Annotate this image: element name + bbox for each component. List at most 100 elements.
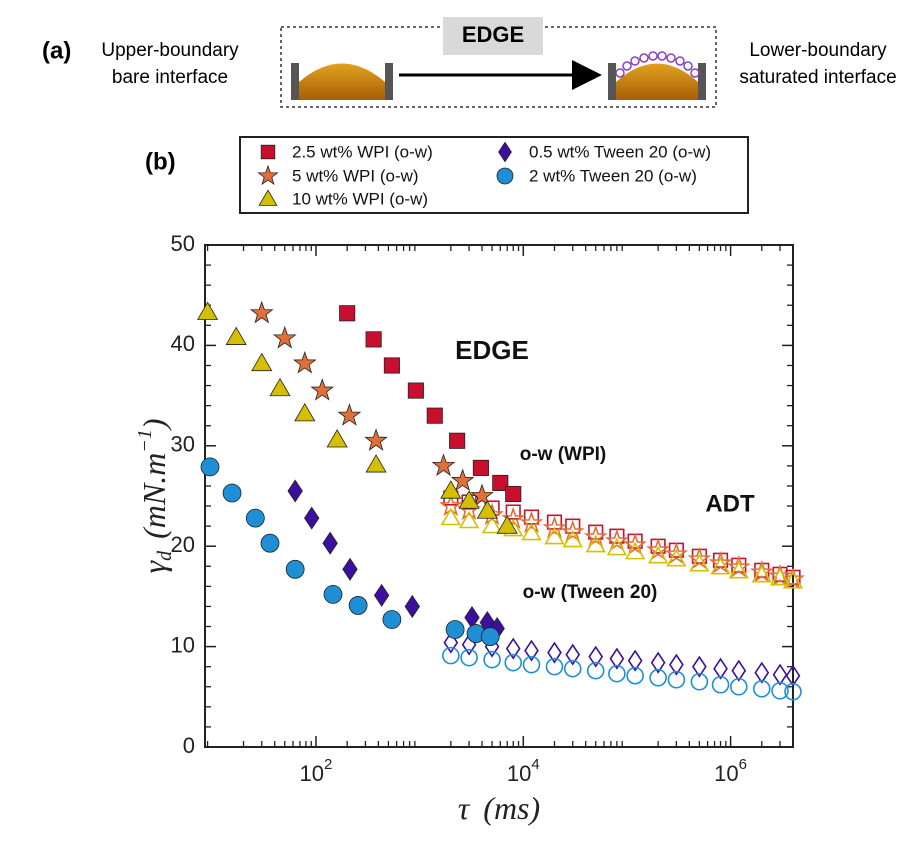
- drop: [616, 63, 698, 100]
- legend-marker: [496, 167, 514, 185]
- post: [385, 63, 393, 100]
- marker-star: [450, 468, 475, 492]
- marker-circle: [586, 661, 605, 680]
- x-tick-label: 102: [300, 756, 333, 786]
- legend-marker: [258, 189, 278, 206]
- marker-diamond: [627, 649, 643, 672]
- marker-diamond: [565, 643, 581, 666]
- marker-triangle: [196, 301, 219, 320]
- marker-triangle: [666, 548, 687, 567]
- marker-triangle: [624, 541, 646, 560]
- drop: [299, 63, 385, 100]
- marker-star: [310, 378, 335, 401]
- marker-diamond: [547, 641, 562, 664]
- right-text: Lower-boundary: [749, 40, 887, 61]
- marker-square: [339, 305, 356, 322]
- marker-circle: [245, 508, 265, 528]
- x-tick-base: 10: [714, 761, 738, 786]
- marker-circle: [522, 655, 541, 674]
- x-tick-exponent: 2: [324, 756, 332, 773]
- marker-diamond: [287, 479, 303, 503]
- marker-star: [646, 537, 670, 561]
- x-unit: (ms): [483, 790, 540, 826]
- marker-star: [768, 563, 792, 587]
- marker-diamond: [650, 651, 666, 674]
- marker-star: [519, 510, 544, 534]
- y-close: ): [136, 419, 172, 432]
- marker-star: [623, 532, 647, 556]
- marker-diamond: [609, 647, 625, 670]
- marker-star: [605, 528, 629, 552]
- x-axis-title: τ (ms): [458, 790, 540, 826]
- marker-star: [726, 554, 751, 578]
- legend-marker: [498, 141, 512, 163]
- legend-label: 2 wt% Tween 20 (o-w): [529, 166, 697, 185]
- panel-a: (a) Upper-boundary bare interface EDGE L…: [42, 17, 897, 108]
- bubbles: [615, 51, 700, 78]
- post: [608, 63, 616, 100]
- plot-frame: [204, 244, 794, 748]
- x-tick-exponent: 6: [739, 756, 747, 773]
- y-subscript: d: [154, 550, 176, 561]
- marker-star: [542, 515, 567, 539]
- marker-triangle: [269, 377, 291, 397]
- legend-label: 5 wt% WPI (o-w): [292, 166, 419, 185]
- y-tick-label: 40: [171, 331, 195, 356]
- marker-diamond: [754, 661, 770, 684]
- marker-triangle: [689, 553, 710, 572]
- marker-square: [365, 331, 382, 348]
- marker-circle: [784, 682, 802, 701]
- y-unit: (mN.m: [136, 453, 172, 539]
- marker-diamond: [443, 631, 459, 654]
- y-tick-label: 30: [171, 432, 195, 457]
- marker-circle: [222, 483, 242, 503]
- marker-square: [383, 357, 400, 374]
- y-tick-label: 10: [171, 632, 195, 657]
- y-axis-title: γd (mN.m−1): [134, 419, 176, 574]
- marker-triangle: [440, 507, 462, 526]
- marker-star: [687, 546, 712, 570]
- marker-star: [431, 453, 456, 476]
- marker-circle: [545, 657, 564, 676]
- marker-triangle: [585, 534, 606, 553]
- marker-circle: [480, 627, 500, 646]
- marker-circle: [200, 457, 220, 477]
- marker-triangle: [751, 564, 772, 583]
- marker-triangle: [481, 515, 503, 534]
- marker-diamond: [588, 645, 604, 668]
- marker-star: [583, 524, 608, 548]
- marker-diamond: [505, 637, 521, 660]
- marker-circle: [442, 646, 460, 665]
- marker-diamond: [404, 594, 420, 618]
- y-symbol: γ: [136, 559, 172, 573]
- marker-star: [749, 559, 774, 583]
- marker-circle: [730, 677, 748, 696]
- x-tick-exponent: 4: [531, 756, 539, 773]
- edge-label: EDGE: [462, 22, 524, 47]
- left-text: bare interface: [112, 67, 228, 88]
- marker-triangle: [769, 567, 791, 586]
- panel-label: (b): [145, 148, 176, 175]
- y-tick-label: 20: [171, 532, 195, 557]
- marker-square: [492, 474, 509, 491]
- marker-circle: [504, 653, 523, 672]
- marker-circle: [460, 648, 478, 667]
- marker-star: [272, 325, 297, 349]
- marker-star: [292, 351, 317, 374]
- marker-circle: [323, 584, 343, 604]
- annotation: EDGE: [455, 335, 529, 365]
- y-tick-label: 0: [183, 733, 195, 758]
- marker-star: [708, 550, 733, 574]
- marker-circle: [260, 533, 280, 553]
- marker-square: [407, 382, 424, 399]
- marker-diamond: [373, 583, 390, 607]
- post: [291, 63, 299, 100]
- marker-square: [449, 432, 466, 449]
- marker-circle: [382, 610, 402, 629]
- marker-diamond: [342, 557, 358, 581]
- panel-label: (a): [42, 37, 71, 64]
- marker-circle: [563, 659, 582, 678]
- marker-circle: [649, 668, 667, 687]
- marker-triangle: [458, 510, 480, 529]
- annotation: o-w (WPI): [520, 444, 607, 465]
